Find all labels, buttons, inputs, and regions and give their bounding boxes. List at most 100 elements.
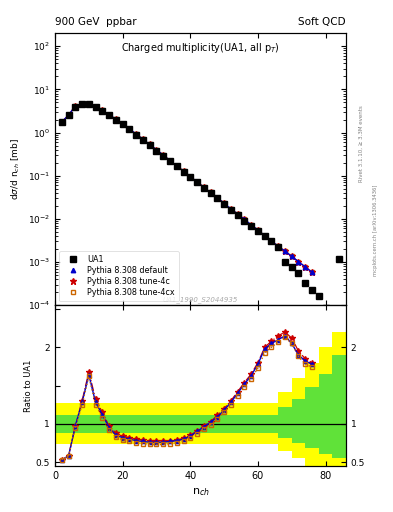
Pythia 8.308 tune-4cx: [161, 152, 165, 158]
UA1: [215, 195, 220, 201]
Pythia 8.308 tune-4cx: [289, 253, 294, 260]
Pythia 8.308 tune-4cx: [195, 179, 199, 185]
Pythia 8.308 tune-4c: [73, 103, 78, 109]
UA1: [100, 108, 105, 114]
Pythia 8.308 default: [303, 264, 308, 270]
Pythia 8.308 tune-4cx: [262, 232, 267, 239]
Pythia 8.308 default: [80, 101, 84, 107]
UA1: [316, 293, 321, 300]
Pythia 8.308 tune-4cx: [269, 238, 274, 244]
UA1: [59, 118, 64, 124]
Pythia 8.308 default: [195, 179, 199, 185]
UA1: [208, 190, 213, 196]
Y-axis label: d$\sigma$/d n$_{ch}$ [mb]: d$\sigma$/d n$_{ch}$ [mb]: [10, 138, 22, 200]
UA1: [323, 305, 328, 311]
Pythia 8.308 tune-4cx: [174, 163, 179, 169]
Pythia 8.308 tune-4c: [262, 232, 267, 239]
Pythia 8.308 tune-4c: [127, 126, 132, 132]
Pythia 8.308 default: [93, 104, 98, 110]
Pythia 8.308 tune-4cx: [168, 158, 173, 164]
UA1: [168, 158, 173, 164]
Pythia 8.308 default: [188, 174, 193, 180]
UA1: [228, 207, 233, 213]
Pythia 8.308 tune-4cx: [114, 116, 118, 122]
Pythia 8.308 default: [59, 119, 64, 125]
Pythia 8.308 tune-4c: [208, 189, 213, 196]
Pythia 8.308 tune-4c: [147, 141, 152, 147]
Line: Pythia 8.308 tune-4cx: Pythia 8.308 tune-4cx: [60, 102, 314, 274]
Pythia 8.308 default: [134, 131, 139, 137]
Pythia 8.308 tune-4cx: [242, 217, 247, 223]
Pythia 8.308 default: [100, 108, 105, 114]
Pythia 8.308 tune-4c: [154, 147, 159, 153]
Pythia 8.308 tune-4cx: [127, 126, 132, 132]
UA1: [73, 103, 78, 110]
Pythia 8.308 default: [255, 227, 260, 233]
Pythia 8.308 tune-4c: [255, 227, 260, 233]
UA1: [276, 244, 281, 250]
Pythia 8.308 tune-4cx: [276, 243, 281, 249]
Pythia 8.308 tune-4cx: [86, 101, 91, 107]
Text: Soft QCD: Soft QCD: [298, 16, 346, 27]
Pythia 8.308 tune-4cx: [296, 259, 301, 265]
Line: UA1: UA1: [59, 102, 342, 325]
Pythia 8.308 tune-4c: [195, 179, 199, 185]
Pythia 8.308 default: [73, 103, 78, 109]
Pythia 8.308 tune-4c: [249, 222, 253, 228]
Pythia 8.308 default: [86, 101, 91, 107]
Pythia 8.308 tune-4c: [80, 101, 84, 107]
Pythia 8.308 default: [127, 126, 132, 132]
Pythia 8.308 tune-4c: [235, 211, 240, 217]
Pythia 8.308 tune-4c: [134, 131, 139, 137]
Pythia 8.308 tune-4cx: [134, 131, 139, 137]
Pythia 8.308 default: [249, 222, 253, 228]
Text: Charged multiplicity(UA1, all p$_T$): Charged multiplicity(UA1, all p$_T$): [121, 41, 280, 55]
Pythia 8.308 default: [114, 116, 118, 122]
UA1: [249, 223, 253, 229]
Pythia 8.308 tune-4c: [181, 168, 186, 175]
Pythia 8.308 tune-4cx: [310, 269, 314, 275]
Legend: UA1, Pythia 8.308 default, Pythia 8.308 tune-4c, Pythia 8.308 tune-4cx: UA1, Pythia 8.308 default, Pythia 8.308 …: [59, 251, 179, 301]
Pythia 8.308 default: [202, 184, 206, 190]
UA1: [283, 259, 287, 265]
Pythia 8.308 tune-4c: [222, 200, 226, 206]
Pythia 8.308 tune-4c: [269, 238, 274, 244]
Pythia 8.308 default: [181, 168, 186, 175]
Pythia 8.308 tune-4c: [120, 121, 125, 127]
Pythia 8.308 tune-4cx: [73, 103, 78, 109]
Pythia 8.308 default: [174, 163, 179, 169]
Pythia 8.308 tune-4c: [188, 174, 193, 180]
Pythia 8.308 default: [222, 200, 226, 206]
UA1: [330, 319, 335, 326]
Pythia 8.308 tune-4c: [215, 195, 220, 201]
UA1: [120, 121, 125, 127]
Pythia 8.308 default: [215, 195, 220, 201]
UA1: [337, 255, 342, 262]
Pythia 8.308 tune-4cx: [120, 121, 125, 127]
UA1: [107, 112, 112, 118]
Pythia 8.308 tune-4c: [93, 104, 98, 110]
UA1: [134, 132, 139, 138]
Pythia 8.308 default: [120, 121, 125, 127]
Pythia 8.308 tune-4cx: [100, 108, 105, 114]
Pythia 8.308 tune-4c: [289, 253, 294, 260]
UA1: [235, 212, 240, 219]
UA1: [127, 126, 132, 132]
UA1: [296, 270, 301, 276]
Pythia 8.308 tune-4c: [228, 206, 233, 212]
UA1: [262, 233, 267, 239]
UA1: [66, 112, 71, 118]
Pythia 8.308 tune-4cx: [66, 112, 71, 118]
Pythia 8.308 tune-4cx: [154, 147, 159, 153]
Pythia 8.308 tune-4cx: [80, 101, 84, 107]
UA1: [289, 264, 294, 270]
Pythia 8.308 tune-4cx: [215, 195, 220, 201]
Pythia 8.308 tune-4cx: [107, 112, 112, 118]
Pythia 8.308 tune-4cx: [202, 184, 206, 190]
Pythia 8.308 tune-4c: [202, 184, 206, 190]
Pythia 8.308 tune-4c: [296, 259, 301, 265]
UA1: [181, 168, 186, 175]
UA1: [188, 174, 193, 180]
Pythia 8.308 default: [66, 112, 71, 118]
Pythia 8.308 tune-4c: [303, 264, 308, 270]
